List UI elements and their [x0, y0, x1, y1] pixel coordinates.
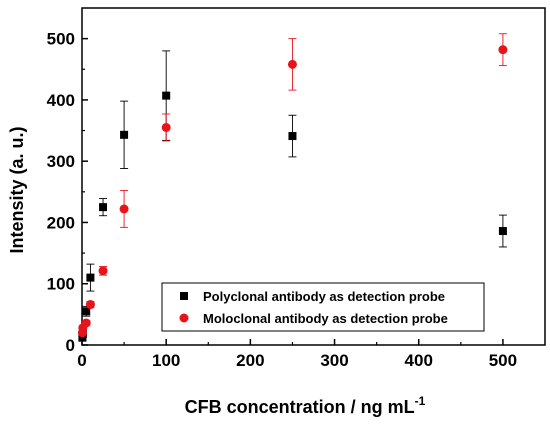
series-1 — [78, 50, 507, 342]
series-2 — [77, 33, 508, 338]
x-axis-title-superscript: -1 — [415, 394, 426, 408]
x-tick-label: 100 — [152, 351, 180, 370]
x-axis-title: CFB concentration / ng mL-1 — [185, 394, 426, 417]
data-point-square — [82, 307, 91, 316]
x-tick-label: 0 — [77, 351, 86, 370]
data-point-square — [162, 91, 171, 100]
legend-marker-square — [180, 292, 188, 300]
plot-frame — [81, 7, 546, 346]
legend-marker-circle — [179, 313, 189, 323]
data-point-square — [498, 227, 507, 236]
legend-label: Polyclonal antibody as detection probe — [203, 289, 445, 304]
data-point-circle — [161, 122, 171, 132]
y-axis-title: Intensity (a. u.) — [7, 126, 27, 253]
legend-label: Moloclonal antibody as detection probe — [203, 311, 448, 326]
y-tick-label: 300 — [47, 152, 75, 171]
data-point-square — [86, 273, 95, 282]
y-tick-label: 500 — [47, 30, 75, 49]
data-point-circle — [119, 204, 129, 214]
y-tick-label: 0 — [66, 336, 75, 355]
data-point-square — [288, 132, 297, 141]
x-axis-title-main: CFB concentration / ng mL — [185, 397, 415, 417]
y-tick-label: 100 — [47, 275, 75, 294]
x-tick-label: 200 — [236, 351, 264, 370]
y-tick-label: 200 — [47, 213, 75, 232]
x-tick-label: 500 — [489, 351, 517, 370]
legend-box — [161, 282, 485, 332]
data-point-circle — [85, 300, 95, 310]
y-tick-label: 400 — [47, 91, 75, 110]
data-point-circle — [498, 45, 508, 55]
data-point-circle — [81, 318, 91, 328]
data-point-square — [120, 130, 129, 139]
data-point-square — [99, 203, 108, 212]
data-point-circle — [287, 59, 297, 69]
x-tick-label: 400 — [405, 351, 433, 370]
x-tick-label: 300 — [320, 351, 348, 370]
data-point-circle — [98, 266, 108, 276]
